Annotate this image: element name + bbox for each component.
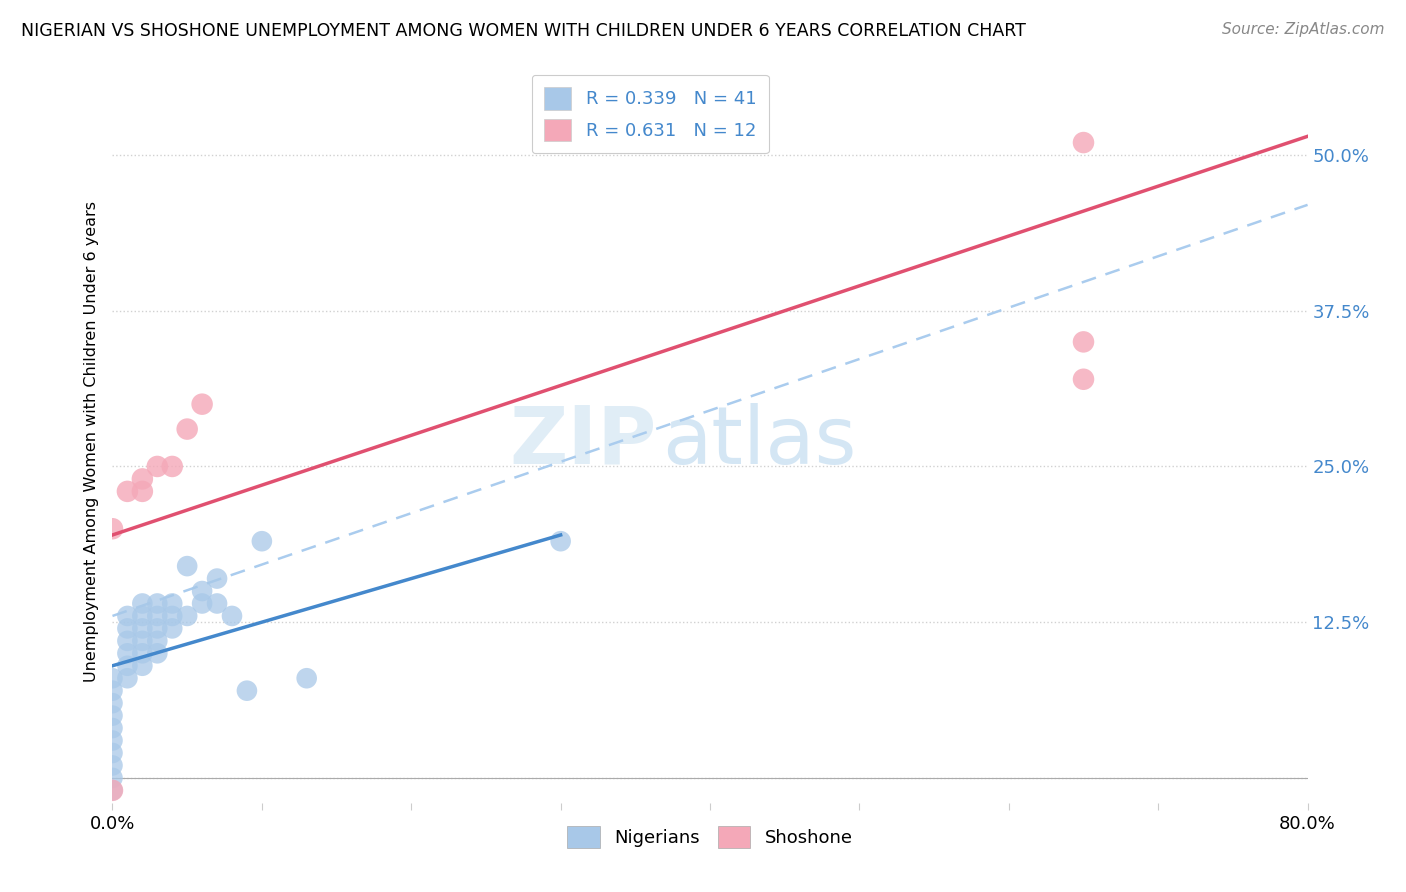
Point <box>131 646 153 660</box>
Point <box>146 459 169 474</box>
Point <box>117 633 139 648</box>
Y-axis label: Unemployment Among Women with Children Under 6 years: Unemployment Among Women with Children U… <box>84 201 100 682</box>
Point <box>117 609 139 624</box>
Point <box>101 708 124 723</box>
Point <box>101 746 124 760</box>
Point <box>101 758 124 772</box>
Point <box>131 621 153 635</box>
Point <box>176 422 198 436</box>
Point <box>1073 136 1095 150</box>
Point <box>131 484 153 499</box>
Point <box>205 572 228 586</box>
Point <box>101 733 124 747</box>
Legend: Nigerians, Shoshone: Nigerians, Shoshone <box>560 819 860 855</box>
Text: atlas: atlas <box>662 402 856 481</box>
Point <box>131 609 153 624</box>
Point <box>131 472 153 486</box>
Point <box>101 783 124 797</box>
Point <box>162 621 183 635</box>
Point <box>131 658 153 673</box>
Point <box>221 609 243 624</box>
Point <box>146 646 169 660</box>
Point <box>250 534 273 549</box>
Point <box>146 621 169 635</box>
Point <box>117 621 139 635</box>
Point <box>191 397 214 411</box>
Point <box>101 771 124 785</box>
Point <box>101 783 124 797</box>
Point <box>117 484 139 499</box>
Point <box>131 597 153 611</box>
Point <box>101 522 124 536</box>
Point <box>191 597 214 611</box>
Point <box>101 671 124 685</box>
Point <box>162 609 183 624</box>
Point <box>146 597 169 611</box>
Point <box>1073 372 1095 386</box>
Point <box>101 696 124 710</box>
Point <box>117 646 139 660</box>
Point <box>236 683 259 698</box>
Text: ZIP: ZIP <box>509 402 657 481</box>
Text: Source: ZipAtlas.com: Source: ZipAtlas.com <box>1222 22 1385 37</box>
Point <box>176 609 198 624</box>
Point <box>101 721 124 735</box>
Point <box>117 671 139 685</box>
Point <box>131 633 153 648</box>
Point <box>162 597 183 611</box>
Point <box>101 683 124 698</box>
Point <box>1073 334 1095 349</box>
Point <box>550 534 572 549</box>
Text: NIGERIAN VS SHOSHONE UNEMPLOYMENT AMONG WOMEN WITH CHILDREN UNDER 6 YEARS CORREL: NIGERIAN VS SHOSHONE UNEMPLOYMENT AMONG … <box>21 22 1026 40</box>
Point <box>191 584 214 599</box>
Point <box>205 597 228 611</box>
Point <box>176 559 198 574</box>
Point <box>295 671 318 685</box>
Point <box>117 658 139 673</box>
Point <box>146 609 169 624</box>
Point <box>162 459 183 474</box>
Point <box>146 633 169 648</box>
